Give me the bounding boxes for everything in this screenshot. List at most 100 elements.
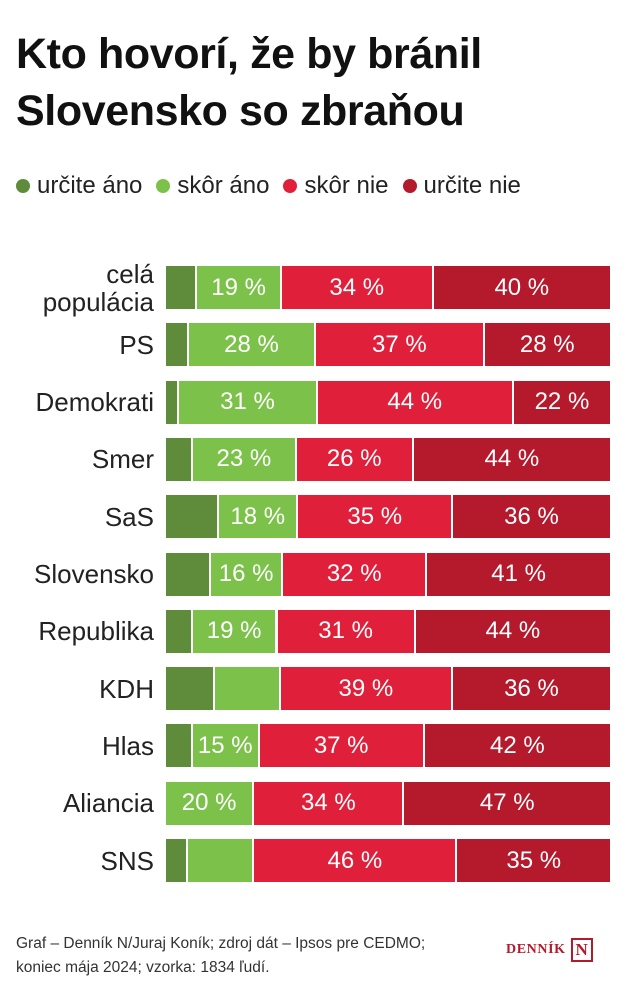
bar-segment: 28 % bbox=[484, 323, 612, 367]
bar-value-label: 18 % bbox=[230, 502, 286, 530]
bar-segment: 16 % bbox=[211, 552, 284, 596]
bar-segment: 35 % bbox=[298, 495, 454, 539]
dennik-n-logo: DENNÍK N bbox=[506, 935, 618, 965]
legend-label: skôr áno bbox=[177, 172, 270, 199]
legend-item-urcite-nie: určite nie bbox=[402, 172, 521, 200]
bar-segment: 36 % bbox=[453, 495, 612, 539]
bar-value-label: 35 % bbox=[506, 846, 562, 874]
bar-value-label: 15 % bbox=[197, 731, 253, 759]
bar-value-label: 36 % bbox=[504, 502, 559, 530]
bar-segment: 22 % bbox=[513, 380, 612, 424]
bar-value-label: 23 % bbox=[216, 445, 272, 473]
bar-segment: 28 % bbox=[188, 323, 317, 367]
category-label: SNS bbox=[100, 845, 154, 876]
bar-segment: 35 % bbox=[457, 839, 612, 882]
bar-segment: 18 % bbox=[218, 495, 299, 539]
legend-item-skor-ano: skôr áno bbox=[156, 172, 269, 200]
bar-segment: 39 % bbox=[280, 667, 453, 711]
bar-segment bbox=[166, 724, 193, 768]
category-label: celá populácia bbox=[0, 255, 154, 320]
bar-value-label: 19 % bbox=[211, 273, 266, 301]
bar-segment bbox=[166, 552, 212, 596]
bar-segment: 36 % bbox=[453, 667, 612, 711]
bar-segment bbox=[166, 323, 189, 367]
bar-value-label: 47 % bbox=[479, 789, 535, 817]
bar-segment: 37 % bbox=[316, 323, 485, 367]
chart-title: Kto hovorí, že by bránil Slovensko so zb… bbox=[16, 30, 482, 135]
bar-segment: 26 % bbox=[296, 437, 414, 481]
bar-value-label: 20 % bbox=[181, 789, 237, 817]
bar-segment: 19 % bbox=[197, 266, 282, 309]
bar-segment bbox=[166, 839, 189, 882]
bar-value-label: 22 % bbox=[534, 388, 590, 416]
logo-mark: N bbox=[570, 938, 593, 962]
category-label-line: celá bbox=[106, 258, 154, 289]
bar-value-label: 37 % bbox=[372, 330, 427, 358]
bar-value-label: 26 % bbox=[326, 445, 382, 473]
bar-segment bbox=[166, 380, 180, 424]
bar-value-label: 34 % bbox=[329, 273, 385, 301]
bar-segment: 32 % bbox=[283, 552, 428, 596]
bar-value-label: 46 % bbox=[327, 846, 383, 874]
bar-segment: 40 % bbox=[433, 266, 612, 309]
bar-segment bbox=[188, 839, 255, 882]
bar-segment bbox=[166, 495, 219, 539]
category-label: Slovensko bbox=[34, 559, 154, 589]
bar-segment: 20 % bbox=[166, 781, 255, 825]
category-label: Demokrati bbox=[35, 387, 154, 418]
bar-segment bbox=[214, 667, 281, 711]
legend-label: skôr nie bbox=[304, 172, 389, 199]
bar-segment: 44 % bbox=[415, 609, 612, 653]
bar-value-label: 42 % bbox=[489, 731, 545, 759]
bar-segment: 44 % bbox=[413, 437, 612, 481]
bar-value-label: 39 % bbox=[338, 674, 394, 702]
chart-legend: určite áno skôr áno skôr nie určite nie bbox=[16, 171, 535, 201]
bar-segment: 31 % bbox=[179, 380, 318, 424]
bar-value-label: 36 % bbox=[504, 674, 559, 702]
chart-source-note: Graf – Denník N/Juraj Koník; zdroj dát –… bbox=[16, 932, 496, 980]
bar-value-label: 34 % bbox=[301, 789, 356, 817]
bar-value-label: 37 % bbox=[313, 731, 369, 759]
logo-text: DENNÍK bbox=[506, 942, 566, 957]
bar-segment: 37 % bbox=[259, 724, 425, 768]
bar-value-label: 44 % bbox=[387, 388, 443, 416]
bar-segment: 46 % bbox=[254, 839, 458, 882]
bar-segment: 34 % bbox=[254, 781, 405, 825]
bar-segment: 31 % bbox=[277, 609, 416, 653]
category-label: Hlas bbox=[101, 730, 154, 761]
legend-label: určite nie bbox=[423, 172, 521, 199]
bar-value-label: 28 % bbox=[224, 330, 279, 358]
bar-segment bbox=[166, 667, 215, 711]
bar-value-label: 31 % bbox=[318, 617, 373, 645]
source-line-2: koniec mája 2024; vzorka: 1834 ľudí. bbox=[16, 959, 270, 976]
bar-segment: 47 % bbox=[404, 781, 612, 825]
legend-swatch bbox=[283, 179, 298, 193]
category-label: Smer bbox=[91, 444, 154, 475]
bar-value-label: 32 % bbox=[326, 560, 382, 587]
legend-item-urcite-ano: určite áno bbox=[16, 172, 142, 200]
bar-segment bbox=[166, 266, 198, 309]
bar-value-label: 44 % bbox=[485, 617, 541, 645]
bar-segment: 34 % bbox=[281, 266, 434, 309]
category-label: Republika bbox=[38, 616, 154, 647]
category-label: KDH bbox=[99, 673, 154, 704]
bar-value-label: 16 % bbox=[218, 560, 274, 587]
bar-segment: 41 % bbox=[427, 552, 612, 596]
category-label: PS bbox=[119, 329, 154, 360]
source-line-1: Graf – Denník N/Juraj Koník; zdroj dát –… bbox=[16, 935, 426, 952]
bar-segment: 15 % bbox=[192, 724, 260, 768]
legend-swatch bbox=[16, 179, 30, 193]
legend-swatch bbox=[156, 179, 171, 193]
category-label: SaS bbox=[104, 501, 154, 532]
bar-value-label: 19 % bbox=[206, 617, 262, 645]
bar-value-label: 35 % bbox=[347, 502, 403, 530]
bar-segment: 42 % bbox=[424, 724, 612, 768]
bar-value-label: 28 % bbox=[519, 330, 575, 358]
bar-value-label: 31 % bbox=[220, 388, 275, 416]
legend-label: určite áno bbox=[37, 172, 143, 199]
bar-segment bbox=[166, 609, 193, 653]
bar-segment bbox=[166, 437, 194, 481]
bar-segment: 23 % bbox=[193, 437, 297, 481]
bar-value-label: 41 % bbox=[491, 560, 546, 587]
